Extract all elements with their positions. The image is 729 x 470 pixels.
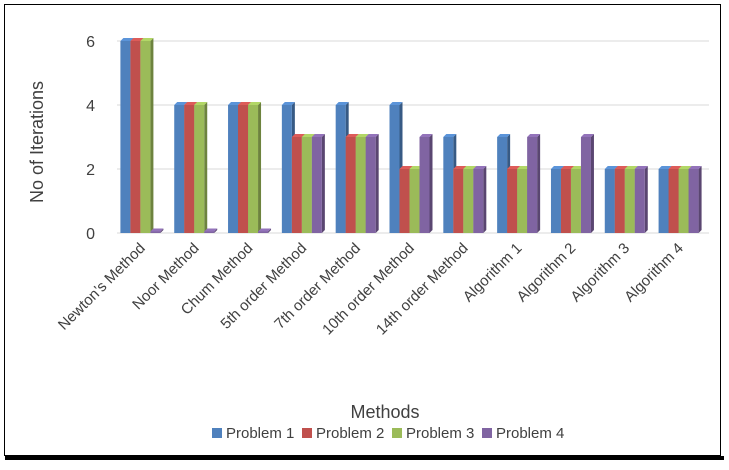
legend-item: Problem 2 bbox=[302, 425, 384, 442]
y-tick-label: 0 bbox=[86, 226, 95, 243]
bar bbox=[248, 102, 262, 233]
y-axis-title: No of Iterations bbox=[27, 81, 47, 203]
legend-swatch bbox=[482, 428, 492, 438]
category-label: Newton’s Method bbox=[55, 240, 149, 334]
bar bbox=[688, 166, 702, 233]
legend-item: Problem 4 bbox=[482, 425, 564, 442]
y-tick-labels: 0 2 4 6 bbox=[86, 34, 95, 243]
bar bbox=[419, 134, 433, 233]
bar bbox=[634, 166, 648, 233]
category-label: 14th order Method bbox=[373, 240, 472, 339]
bar bbox=[258, 228, 272, 233]
legend-label: Problem 4 bbox=[496, 425, 564, 442]
bar bbox=[204, 228, 218, 233]
bar bbox=[473, 166, 487, 233]
y-tick-label: 4 bbox=[86, 98, 95, 115]
bar bbox=[527, 134, 541, 233]
chart-frame: 0 2 4 6 Newton’s Method Noor Method Chum Meth… bbox=[4, 4, 724, 460]
bar bbox=[194, 102, 208, 233]
legend-swatch bbox=[302, 428, 312, 438]
legend-item: Problem 1 bbox=[212, 425, 294, 442]
category-label: Algorithm 4 bbox=[621, 240, 687, 306]
bar bbox=[365, 134, 379, 233]
category-label: 10th order Method bbox=[319, 240, 418, 339]
legend-item: Problem 3 bbox=[392, 425, 474, 442]
legend-label: Problem 3 bbox=[406, 425, 474, 442]
y-tick-label: 6 bbox=[86, 34, 95, 51]
bars bbox=[120, 38, 702, 233]
bar bbox=[580, 134, 594, 233]
bar bbox=[311, 134, 325, 233]
legend-label: Problem 1 bbox=[226, 425, 294, 442]
x-axis-title: Methods bbox=[350, 402, 419, 422]
legend-swatch bbox=[392, 428, 402, 438]
bar bbox=[140, 38, 154, 233]
y-tick-label: 2 bbox=[86, 162, 95, 179]
legend: Problem 1 Problem 2 Problem 3 Problem 4 bbox=[212, 425, 564, 442]
legend-swatch bbox=[212, 428, 222, 438]
legend-label: Problem 2 bbox=[316, 425, 384, 442]
bar bbox=[150, 228, 164, 233]
